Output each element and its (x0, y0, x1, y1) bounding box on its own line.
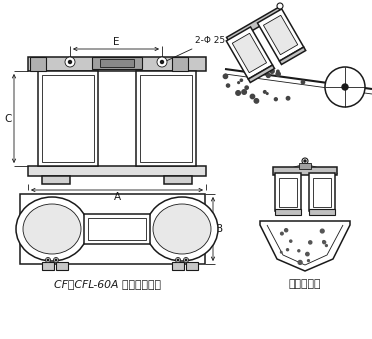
Bar (30, 57, 46, 71)
Bar (275, 173, 301, 211)
Polygon shape (279, 47, 306, 64)
Circle shape (47, 259, 49, 261)
Ellipse shape (153, 204, 211, 254)
Circle shape (277, 70, 279, 73)
Circle shape (183, 258, 189, 262)
Circle shape (227, 84, 230, 87)
Bar (309, 209, 335, 215)
Circle shape (236, 91, 240, 95)
Circle shape (240, 79, 243, 81)
Circle shape (238, 82, 240, 83)
Circle shape (320, 229, 324, 233)
Bar (299, 163, 311, 169)
Circle shape (306, 253, 309, 256)
Circle shape (342, 84, 348, 90)
Bar (20, 194, 205, 264)
Bar (172, 262, 184, 270)
Bar (88, 218, 146, 240)
Circle shape (185, 259, 187, 261)
Circle shape (54, 258, 58, 262)
Circle shape (45, 258, 51, 262)
Ellipse shape (23, 204, 81, 254)
Circle shape (157, 57, 167, 67)
Circle shape (55, 259, 57, 261)
Circle shape (250, 94, 255, 99)
Circle shape (256, 70, 259, 74)
Circle shape (267, 74, 270, 76)
Circle shape (275, 98, 277, 101)
Polygon shape (226, 27, 273, 79)
Circle shape (309, 241, 312, 244)
Circle shape (285, 229, 288, 232)
Bar (42, 75, 94, 162)
Text: E: E (113, 37, 119, 47)
Text: 2-Φ 25: 2-Φ 25 (167, 36, 225, 61)
Text: B: B (216, 224, 223, 234)
Circle shape (286, 249, 289, 251)
Bar (56, 262, 68, 270)
Bar (42, 262, 54, 270)
Bar (313, 178, 331, 207)
Circle shape (177, 259, 179, 261)
Bar (309, 173, 335, 211)
Text: A: A (113, 192, 121, 202)
Circle shape (326, 245, 327, 246)
Bar (172, 57, 188, 71)
Circle shape (304, 160, 306, 162)
Text: 安装示意图: 安装示意图 (289, 279, 321, 289)
Bar (38, 71, 98, 166)
Bar (275, 209, 301, 215)
Circle shape (270, 69, 274, 73)
Bar (100, 59, 134, 67)
Bar (136, 71, 196, 166)
Circle shape (286, 97, 290, 100)
Circle shape (308, 260, 310, 262)
Circle shape (65, 57, 75, 67)
Ellipse shape (16, 197, 88, 261)
Circle shape (68, 60, 71, 63)
Polygon shape (260, 221, 350, 271)
Circle shape (302, 158, 308, 164)
Bar (42, 176, 70, 184)
Circle shape (223, 74, 228, 79)
Circle shape (266, 93, 268, 94)
Bar (273, 167, 337, 175)
Polygon shape (257, 9, 304, 61)
Circle shape (263, 91, 266, 93)
Circle shape (160, 60, 164, 63)
Circle shape (245, 86, 248, 89)
Circle shape (266, 74, 270, 78)
Circle shape (242, 90, 246, 94)
Bar (92, 57, 142, 69)
Polygon shape (227, 7, 282, 43)
Bar (186, 262, 198, 270)
Circle shape (280, 252, 282, 253)
Circle shape (298, 260, 302, 264)
Circle shape (325, 67, 365, 107)
Bar (279, 178, 297, 207)
Circle shape (280, 232, 283, 235)
Polygon shape (263, 15, 298, 55)
Circle shape (176, 258, 180, 262)
Circle shape (254, 99, 259, 103)
Text: C: C (4, 114, 12, 123)
Bar (28, 166, 206, 176)
Circle shape (290, 240, 292, 242)
Circle shape (298, 250, 300, 252)
Bar (164, 176, 192, 184)
Polygon shape (232, 33, 267, 73)
Circle shape (276, 72, 280, 76)
Circle shape (323, 241, 325, 242)
Bar (28, 57, 206, 71)
Ellipse shape (146, 197, 218, 261)
Bar (84, 214, 150, 244)
Circle shape (323, 241, 326, 244)
Polygon shape (248, 65, 275, 82)
Bar (140, 75, 192, 162)
Circle shape (277, 3, 283, 9)
Text: CF、CFL-60A 型外形尺寸图: CF、CFL-60A 型外形尺寸图 (54, 279, 160, 289)
Circle shape (301, 80, 305, 84)
